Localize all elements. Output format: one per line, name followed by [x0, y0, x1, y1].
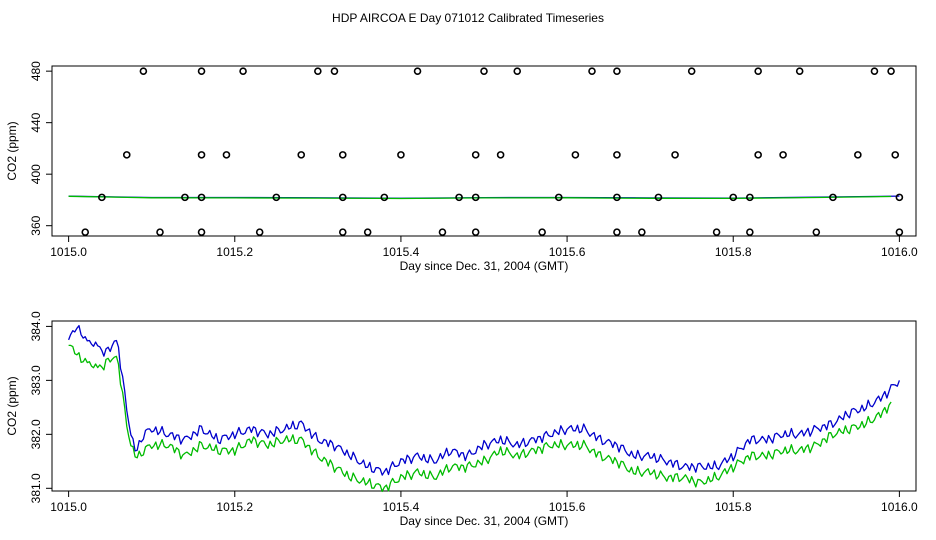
- y-tick-label: 384.0: [29, 311, 43, 341]
- x-axis-label: Day since Dec. 31, 2004 (GMT): [400, 259, 569, 273]
- data-point: [471, 193, 480, 202]
- data-point: [363, 228, 372, 236]
- data-point: [613, 67, 621, 75]
- x-tick-label: 1015.8: [715, 245, 752, 259]
- data-point: [613, 193, 621, 202]
- data-point: [455, 193, 463, 202]
- data-point: [895, 228, 904, 236]
- y-tick-label: 360: [29, 215, 43, 235]
- data-point: [854, 151, 862, 159]
- data-point: [338, 193, 347, 202]
- data-point: [156, 228, 164, 236]
- data-point: [471, 228, 480, 236]
- data-point: [197, 151, 206, 159]
- x-tick-label: 1015.2: [216, 245, 253, 259]
- data-point: [654, 193, 663, 202]
- x-axis-label: Day since Dec. 31, 2004 (GMT): [400, 514, 569, 528]
- data-point: [181, 193, 189, 202]
- data-point: [554, 193, 563, 202]
- x-tick-label: 1015.6: [549, 500, 586, 514]
- data-point: [380, 193, 389, 202]
- plot-frame: [51, 320, 917, 492]
- data-point: [255, 228, 264, 236]
- x-tick-label: 1015.4: [383, 245, 420, 259]
- data-point: [480, 67, 488, 75]
- data-point: [413, 67, 422, 75]
- series-line-blue: [67, 324, 901, 476]
- x-tick-label: 1015.0: [50, 245, 87, 259]
- data-point: [613, 228, 621, 236]
- data-point: [754, 151, 762, 159]
- data-point: [197, 67, 206, 75]
- x-tick-label: 1016.0: [881, 245, 918, 259]
- x-tick-label: 1015.0: [50, 500, 87, 514]
- data-point: [795, 67, 804, 75]
- data-point: [330, 67, 339, 75]
- data-point: [496, 151, 505, 159]
- data-point: [239, 67, 247, 75]
- plot-frame: [51, 65, 917, 237]
- data-point: [338, 228, 347, 236]
- data-point: [197, 228, 206, 236]
- data-point: [754, 67, 762, 75]
- data-point: [397, 151, 405, 159]
- data-point: [272, 193, 281, 202]
- data-point: [588, 67, 596, 75]
- series-line-green: [68, 344, 892, 493]
- data-point: [638, 228, 646, 236]
- data-point: [895, 193, 904, 202]
- data-point: [338, 151, 347, 159]
- data-point: [729, 193, 738, 202]
- x-tick-label: 1015.6: [549, 245, 586, 259]
- data-point: [513, 67, 522, 75]
- data-point: [139, 67, 148, 75]
- top-panel: 1015.0 1015.2 1015.4 1015.6 1015.8 1016.0 360 4…: [5, 61, 918, 273]
- data-point: [870, 67, 879, 75]
- x-tick-label: 1015.8: [715, 500, 752, 514]
- figure-title: HDP AIRCOA E Day 071012 Calibrated Times…: [332, 11, 604, 25]
- data-point: [746, 228, 754, 236]
- data-point: [471, 151, 480, 159]
- y-axis-label: CO2 (ppm): [5, 376, 19, 435]
- data-point: [122, 151, 131, 159]
- data-point: [538, 228, 546, 236]
- y-tick-label: 383.0: [29, 365, 43, 395]
- data-point: [712, 228, 721, 236]
- data-point: [613, 151, 621, 159]
- y-axis-label: CO2 (ppm): [5, 121, 19, 180]
- data-point: [438, 228, 447, 236]
- series-line-green: [68, 195, 892, 200]
- x-tick-label: 1015.2: [216, 500, 253, 514]
- y-tick-label: 480: [29, 61, 43, 81]
- data-point: [687, 67, 696, 75]
- data-point: [812, 228, 821, 236]
- data-point: [887, 67, 895, 75]
- y-tick-label: 381.0: [29, 473, 43, 503]
- y-tick-label: 400: [29, 164, 43, 184]
- y-tick-label: 440: [29, 112, 43, 132]
- data-point: [746, 193, 754, 202]
- data-point: [197, 193, 206, 202]
- x-tick-label: 1015.4: [383, 500, 420, 514]
- bottom-panel: 1015.0 1015.2 1015.4 1015.6 1015.8 1016.0 381.…: [5, 311, 918, 528]
- data-point: [571, 151, 580, 159]
- data-point: [891, 151, 900, 159]
- data-point: [779, 151, 787, 159]
- x-tick-label: 1016.0: [881, 500, 918, 514]
- data-point: [297, 151, 306, 159]
- y-tick-label: 382.0: [29, 419, 43, 449]
- data-point: [829, 193, 837, 202]
- data-point: [98, 193, 106, 202]
- data-point: [671, 151, 679, 159]
- data-point: [81, 228, 90, 236]
- data-point: [314, 67, 322, 75]
- data-point: [222, 151, 231, 159]
